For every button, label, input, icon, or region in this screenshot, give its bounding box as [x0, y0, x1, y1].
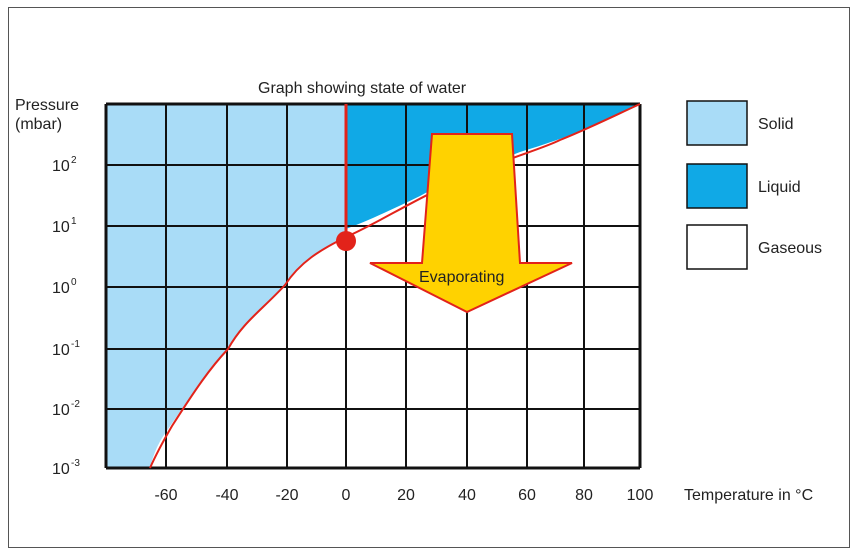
y-tick-exponent: 0: [71, 277, 77, 288]
y-tick-label: 10: [52, 158, 70, 175]
y-tick-label: 10: [52, 461, 70, 478]
legend-label: Solid: [758, 116, 794, 133]
evaporating-arrow: [369, 133, 573, 314]
x-tick-label: -20: [275, 487, 298, 504]
x-axis-label: Temperature in °C: [684, 487, 813, 504]
x-tick-label: 60: [518, 487, 536, 504]
legend-swatch: [686, 100, 748, 146]
legend-label: Liquid: [758, 179, 801, 196]
y-tick-exponent: -3: [71, 458, 80, 469]
y-tick-label: 10: [52, 342, 70, 359]
x-tick-label: -40: [215, 487, 238, 504]
x-tick-label: 40: [458, 487, 476, 504]
legend: Solid Liquid Gaseous: [686, 100, 822, 270]
x-tick-label: 80: [575, 487, 593, 504]
y-tick-label: 10: [52, 280, 70, 297]
legend-label: Gaseous: [758, 240, 822, 257]
x-tick-label: 0: [342, 487, 351, 504]
y-tick-exponent: -2: [71, 399, 80, 410]
y-axis-label-line1: Pressure: [15, 97, 79, 114]
phase-boundary-curve: [149, 103, 641, 469]
x-tick-labels: -60 -40 -20 0 20 40 60 80 100: [154, 487, 653, 504]
legend-swatch: [686, 163, 748, 209]
x-tick-label: 20: [397, 487, 415, 504]
y-tick-label: 10: [52, 402, 70, 419]
y-tick-label: 10: [52, 219, 70, 236]
legend-swatch: [686, 224, 748, 270]
y-tick-exponent: 1: [71, 216, 77, 227]
x-tick-label: -60: [154, 487, 177, 504]
y-axis-label-line2: (mbar): [15, 116, 62, 133]
y-tick-exponent: -1: [71, 339, 80, 350]
evaporating-label: Evaporating: [419, 269, 504, 286]
liquid-region: [346, 104, 640, 229]
triple-point-marker: [336, 231, 356, 251]
x-tick-label: 100: [627, 487, 654, 504]
chart-title: Graph showing state of water: [258, 80, 467, 97]
y-tick-exponent: 2: [71, 155, 77, 166]
